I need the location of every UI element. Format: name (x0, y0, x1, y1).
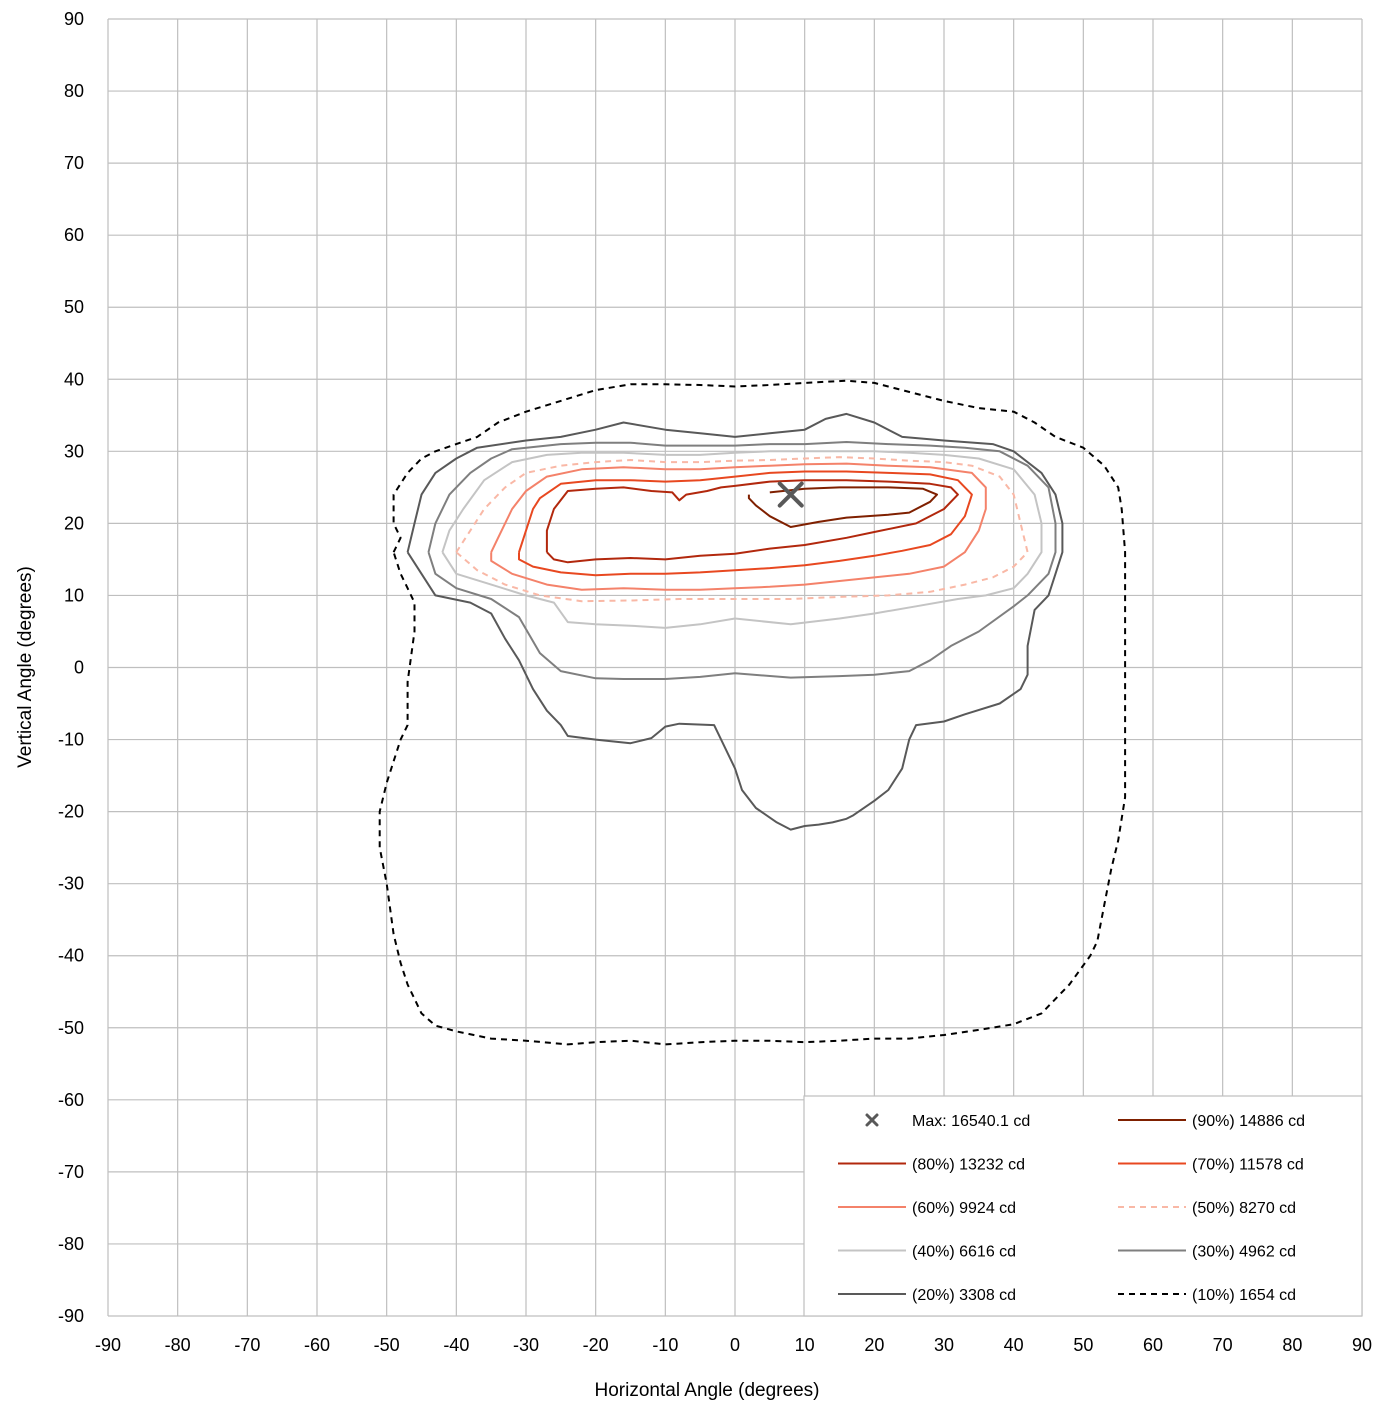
contour-line-70-11578-cd (518, 470, 973, 577)
y-tick-label: -70 (58, 1162, 84, 1182)
legend: Max: 16540.1 cd (90%) 14886 cd (80%) 13232… (803, 1095, 1363, 1317)
x-tick-label: 30 (934, 1335, 954, 1355)
x-tick-label: 0 (730, 1335, 740, 1355)
y-tick-label: 40 (64, 369, 84, 389)
max-marker-group (777, 481, 804, 508)
x-tick-label: 20 (864, 1335, 884, 1355)
y-tick-label: -30 (58, 874, 84, 894)
legend-label: (90%) 14886 cd (1192, 1113, 1305, 1130)
x-tick-label: -90 (95, 1335, 121, 1355)
y-tick-label: 90 (64, 9, 84, 29)
x-tick-label: -30 (513, 1335, 539, 1355)
contour-series (378, 379, 1127, 1046)
y-tick-label: 10 (64, 585, 84, 605)
contour-line-40-6616-cd (441, 450, 1043, 629)
contour-line-60-9924-cd (490, 462, 987, 591)
legend-label: (50%) 8270 cd (1192, 1200, 1296, 1217)
contour-line-10-1654-cd (378, 379, 1127, 1046)
x-tick-label: 50 (1073, 1335, 1093, 1355)
legend-label: Max: 16540.1 cd (912, 1113, 1030, 1130)
y-tick-label: 30 (64, 441, 84, 461)
x-tick-label: -40 (443, 1335, 469, 1355)
y-tick-label: 80 (64, 81, 84, 101)
contour-line-90-14886-cd (747, 486, 938, 528)
y-tick-label: -20 (58, 802, 84, 822)
legend-label: (80%) 13232 cd (912, 1157, 1025, 1174)
legend-label: (70%) 11578 cd (1192, 1157, 1304, 1174)
x-axis-label: Horizontal Angle (degrees) (595, 1380, 820, 1401)
legend-marker-max (865, 1113, 879, 1127)
x-tick-label: 60 (1143, 1335, 1163, 1355)
contour-line-30-4962-cd (427, 441, 1057, 680)
y-tick-label: 0 (74, 658, 84, 678)
x-tick-label: 80 (1282, 1335, 1302, 1355)
contour-line-50-8270-cd (455, 456, 1029, 603)
y-tick-label: -80 (58, 1234, 84, 1254)
contour-line-20-3308-cd (406, 412, 1064, 831)
y-tick-label: -10 (58, 730, 84, 750)
x-tick-label: 10 (795, 1335, 815, 1355)
y-tick-label: -50 (58, 1018, 84, 1038)
y-tick-label: 50 (64, 297, 84, 317)
legend-label: (10%) 1654 cd (1192, 1287, 1296, 1304)
contour-line-80-13232-cd (545, 479, 959, 564)
x-tick-label: -50 (374, 1335, 400, 1355)
x-tick-label: 90 (1352, 1335, 1372, 1355)
x-tick-labels: -90 -80 -70 -60 -50 -40 -30 -20 -10 0 10 20 30 40 50 60… (95, 1335, 1372, 1355)
y-axis-label: Vertical Angle (degrees) (15, 566, 36, 768)
x-tick-label: 40 (1004, 1335, 1024, 1355)
legend-label: (60%) 9924 cd (912, 1200, 1016, 1217)
y-tick-label: 60 (64, 225, 84, 245)
legend-label: (20%) 3308 cd (912, 1287, 1016, 1304)
y-tick-labels: -90 -80 -70 -60 -50 -40 -30 -20 -10 0 10 20 30 40 50 60… (58, 9, 84, 1326)
x-tick-label: -20 (583, 1335, 609, 1355)
max-point-marker (777, 481, 804, 508)
y-tick-label: 70 (64, 153, 84, 173)
legend-label: (40%) 6616 cd (912, 1244, 1016, 1261)
x-tick-label: -80 (165, 1335, 191, 1355)
y-tick-label: 20 (64, 513, 84, 533)
x-tick-label: 70 (1213, 1335, 1233, 1355)
legend-label: (30%) 4962 cd (1192, 1244, 1296, 1261)
x-tick-label: -70 (234, 1335, 260, 1355)
x-tick-label: -10 (652, 1335, 678, 1355)
y-tick-label: -40 (58, 946, 84, 966)
y-tick-label: -60 (58, 1090, 84, 1110)
x-tick-label: -60 (304, 1335, 330, 1355)
y-tick-label: -90 (58, 1306, 84, 1326)
